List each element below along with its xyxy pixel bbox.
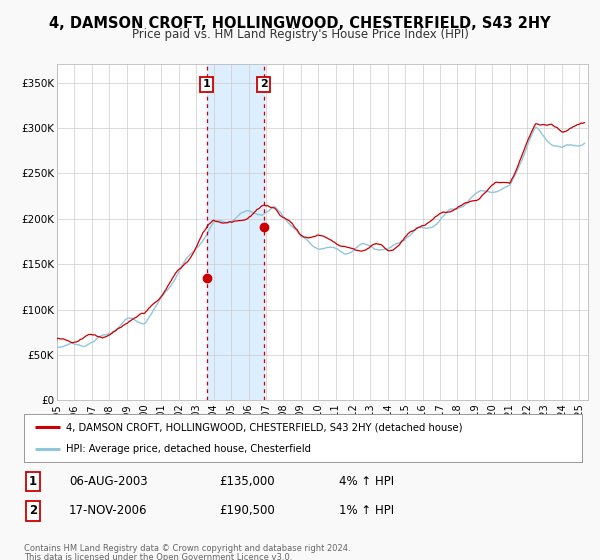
Text: £135,000: £135,000 [219, 475, 275, 488]
Text: 2: 2 [260, 80, 268, 90]
Text: £190,500: £190,500 [219, 504, 275, 517]
Text: 06-AUG-2003: 06-AUG-2003 [69, 475, 148, 488]
Text: 4, DAMSON CROFT, HOLLINGWOOD, CHESTERFIELD, S43 2HY (detached house): 4, DAMSON CROFT, HOLLINGWOOD, CHESTERFIE… [66, 422, 463, 432]
Text: 1: 1 [29, 475, 37, 488]
Text: 2: 2 [29, 504, 37, 517]
Text: 17-NOV-2006: 17-NOV-2006 [69, 504, 148, 517]
Text: 4% ↑ HPI: 4% ↑ HPI [339, 475, 394, 488]
Text: 1% ↑ HPI: 1% ↑ HPI [339, 504, 394, 517]
Text: 1: 1 [203, 80, 211, 90]
Text: 4, DAMSON CROFT, HOLLINGWOOD, CHESTERFIELD, S43 2HY: 4, DAMSON CROFT, HOLLINGWOOD, CHESTERFIE… [49, 16, 551, 31]
Text: This data is licensed under the Open Government Licence v3.0.: This data is licensed under the Open Gov… [24, 553, 292, 560]
Text: HPI: Average price, detached house, Chesterfield: HPI: Average price, detached house, Ches… [66, 444, 311, 454]
Text: Price paid vs. HM Land Registry's House Price Index (HPI): Price paid vs. HM Land Registry's House … [131, 28, 469, 41]
Bar [206, 64, 264, 400]
Text: Contains HM Land Registry data © Crown copyright and database right 2024.: Contains HM Land Registry data © Crown c… [24, 544, 350, 553]
